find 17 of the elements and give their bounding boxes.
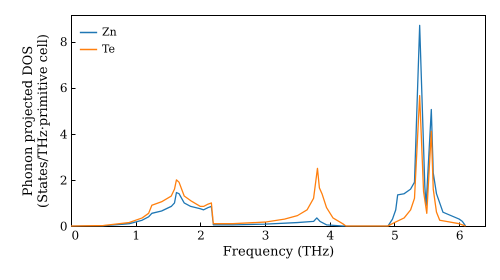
x-axis-title: Frequency (THz) [222, 244, 334, 260]
x-tick-label: 2 [197, 228, 205, 242]
x-tick-label: 0 [72, 228, 80, 242]
line-series [70, 95, 466, 227]
y-tick-label: 6 [60, 81, 68, 96]
x-tick-label: 5 [391, 228, 399, 242]
y-tick-label: 0 [60, 220, 68, 234]
legend-label: Zn [102, 26, 117, 38]
y-tick-label: 4 [60, 127, 68, 142]
x-tick-label: 6 [456, 228, 464, 242]
y-tick-label: 2 [60, 173, 68, 188]
x-tick-label: 3 [262, 228, 270, 242]
y-tick-label: 8 [60, 35, 68, 50]
legend-label: Te [102, 42, 115, 56]
x-tick-label: 4 [326, 228, 334, 242]
y-axis-title: Phonon projected DOS (States/THz·primitive cell) [20, 34, 51, 208]
x-tick-label: 1 [132, 228, 140, 242]
